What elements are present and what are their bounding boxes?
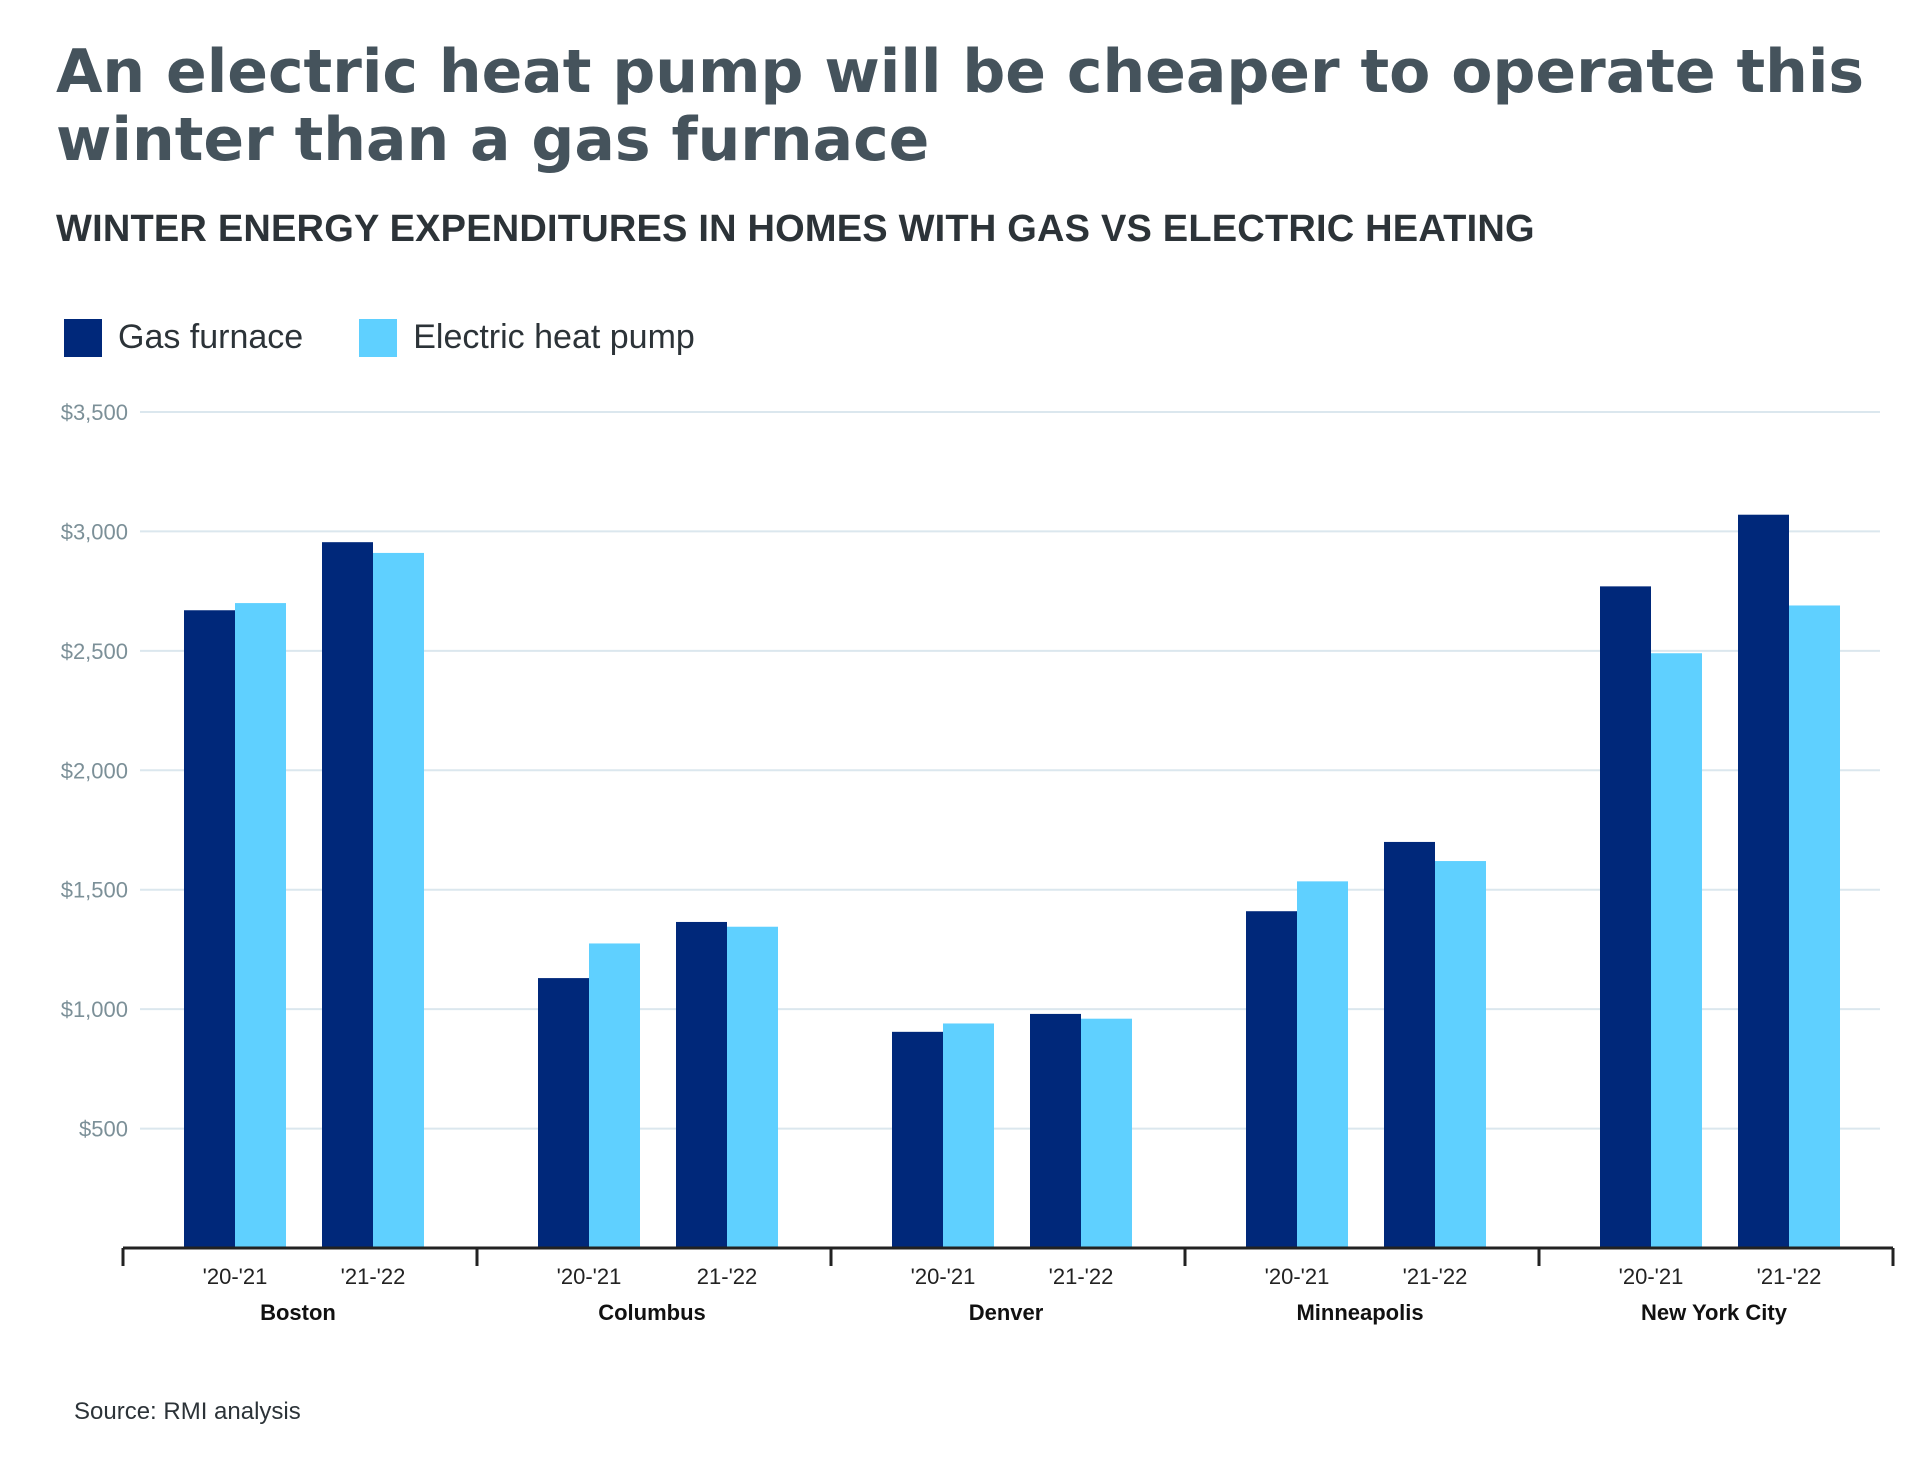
legend-item-electric: Electric heat pump <box>359 318 695 357</box>
chart-subtitle: WINTER ENERGY EXPENDITURES IN HOMES WITH… <box>56 208 1535 250</box>
y-tick-label: $3,500 <box>61 400 128 425</box>
bar-gas-furnace <box>892 1031 943 1248</box>
period-label: '20-'21 <box>557 1264 622 1289</box>
legend-swatch-gas <box>64 318 102 357</box>
period-label: '21-'22 <box>341 1264 406 1289</box>
bar-gas-furnace <box>1600 586 1651 1248</box>
period-label: '20-'21 <box>1619 1264 1684 1289</box>
bar-gas-furnace <box>1384 841 1435 1248</box>
period-label: '20-'21 <box>911 1264 976 1289</box>
bar-gas-furnace <box>1030 1013 1081 1248</box>
y-tick-label: $2,500 <box>61 639 128 664</box>
source-note: Source: RMI analysis <box>74 1398 301 1425</box>
period-label: '20-'21 <box>203 1264 268 1289</box>
y-tick-label: $3,000 <box>61 519 128 544</box>
group-label: New York City <box>1641 1300 1788 1325</box>
y-tick-label: $1,500 <box>61 878 128 903</box>
group-label: Minneapolis <box>1296 1300 1423 1325</box>
legend-item-gas: Gas furnace <box>64 318 303 357</box>
period-label: 21-'22 <box>697 1264 757 1289</box>
bar-electric-heat-pump <box>1435 861 1486 1248</box>
legend-label-gas: Gas furnace <box>118 318 304 356</box>
bar-electric-heat-pump <box>589 943 640 1248</box>
bar-electric-heat-pump <box>727 926 778 1248</box>
bar-electric-heat-pump <box>943 1023 994 1248</box>
legend-label-electric: Electric heat pump <box>413 318 695 356</box>
chart-title: An electric heat pump will be cheaper to… <box>56 37 1865 175</box>
period-label: '21-'22 <box>1049 1264 1114 1289</box>
bar-electric-heat-pump <box>1081 1018 1132 1248</box>
y-tick-label: $500 <box>79 1117 128 1142</box>
bar-electric-heat-pump <box>235 603 286 1248</box>
bar-gas-furnace <box>1738 514 1789 1248</box>
legend: Gas furnace Electric heat pump <box>64 318 751 357</box>
period-label: '21-'22 <box>1403 1264 1468 1289</box>
bar-gas-furnace <box>1246 911 1297 1248</box>
bar-electric-heat-pump <box>1789 605 1840 1248</box>
group-label: Columbus <box>598 1300 706 1325</box>
period-label: '21-'22 <box>1757 1264 1822 1289</box>
bar-gas-furnace <box>676 921 727 1248</box>
bar-electric-heat-pump <box>1651 653 1702 1248</box>
period-label: '20-'21 <box>1265 1264 1330 1289</box>
bar-electric-heat-pump <box>373 552 424 1248</box>
bar-gas-furnace <box>538 978 589 1248</box>
group-label: Denver <box>969 1300 1044 1325</box>
y-tick-label: $2,000 <box>61 758 128 783</box>
group-label: Boston <box>260 1300 336 1325</box>
legend-swatch-electric <box>359 318 398 357</box>
y-tick-label: $1,000 <box>61 997 128 1022</box>
bar-gas-furnace <box>184 610 235 1248</box>
bar-gas-furnace <box>322 542 373 1248</box>
bar-electric-heat-pump <box>1297 881 1348 1248</box>
bar-chart: $500 $1,000 $1,500 $2,000 $2,500 $3,000 $3,500… <box>61 400 1895 1325</box>
